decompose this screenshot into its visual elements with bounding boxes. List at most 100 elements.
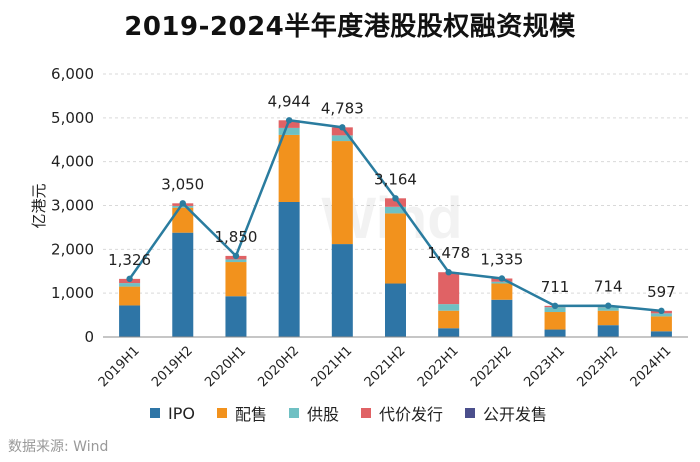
bar-供股-2023H2 (597, 307, 619, 311)
bar-供股-2023H1 (544, 307, 566, 313)
bar-供股-2019H1 (119, 283, 141, 287)
bar-供股-2022H1 (438, 304, 460, 311)
total-label-2023H2: 714 (594, 278, 623, 296)
bar-供股-2020H1 (225, 259, 247, 263)
y-tick-label: 4,000 (51, 153, 94, 171)
bar-IPO-2022H1 (438, 328, 460, 337)
bar-配售-2020H1 (225, 262, 247, 297)
legend-swatch (465, 408, 476, 418)
total-label-2024H1: 597 (647, 283, 676, 301)
x-tick-label: 2022H2 (468, 343, 515, 390)
x-tick-label: 2024H1 (628, 343, 675, 390)
total-label-2020H2: 4,944 (268, 92, 311, 110)
total-point-2020H1 (232, 252, 240, 260)
total-point-2022H2 (498, 275, 506, 282)
legend-item: 供股 (288, 401, 339, 425)
total-point-2024H1 (658, 307, 665, 315)
legend-label: 供股 (306, 405, 339, 424)
y-tick-label: 1,000 (51, 284, 94, 302)
bar-供股-2021H1 (331, 135, 353, 142)
gridlines (103, 73, 688, 294)
bar-供股-2022H2 (491, 281, 513, 284)
y-axis: 0 1,000 2,000 3,000 4,000 5,000 6,000 (51, 65, 94, 346)
x-tick-label: 2023H1 (521, 343, 568, 390)
bar-配售-2024H1 (650, 316, 672, 332)
y-axis-label: 亿港元 (30, 183, 48, 228)
bar-供股-2024H1 (650, 313, 672, 317)
total-point-2022H1 (445, 269, 452, 276)
y-tick-label: 3,000 (51, 197, 94, 215)
bar-供股-2019H2 (172, 205, 194, 208)
bar-IPO-2019H1 (119, 305, 141, 337)
legend-item: IPO (150, 404, 195, 423)
bar-代价发行-2021H2 (385, 198, 406, 207)
total-label-2021H2: 3,164 (374, 170, 417, 188)
total-point-2021H1 (339, 124, 346, 131)
total-point-2023H2 (605, 302, 612, 309)
x-tick-label: 2022H1 (415, 343, 462, 390)
bar-配售-2019H2 (172, 207, 194, 233)
bar-配售-2019H1 (119, 286, 141, 306)
legend-item: 公开发售 (465, 401, 547, 425)
bar-代价发行-2021H1 (331, 127, 353, 136)
bar-IPO-2024H1 (650, 331, 672, 337)
legend-label: 公开发售 (483, 405, 548, 424)
x-tick-label: 2021H1 (309, 343, 356, 390)
x-tick-label: 2021H2 (362, 343, 409, 390)
bar-配售-2021H1 (331, 141, 353, 245)
y-tick-label: 6,000 (51, 65, 94, 83)
bar-配售-2023H1 (544, 312, 566, 330)
total-label-2020H1: 1,850 (214, 228, 257, 246)
x-tick-label: 2019H2 (149, 343, 196, 390)
bar-供股-2020H2 (278, 127, 300, 135)
legend-item: 代价发行 (361, 401, 443, 425)
bar-IPO-2020H2 (278, 201, 300, 337)
bar-配售-2022H1 (438, 310, 460, 329)
bar-代价发行-2020H2 (278, 120, 300, 128)
total-label-2022H1: 1,478 (427, 244, 470, 262)
bar-IPO-2022H2 (491, 299, 513, 337)
x-axis: 2019H1 2019H2 2020H1 2020H2 2021H1 2021H2 2022… (96, 336, 688, 390)
bar-配售-2022H2 (491, 283, 513, 300)
bar-配售-2021H2 (385, 213, 406, 284)
total-label-2022H2: 1,335 (480, 250, 523, 268)
x-tick-label: 2020H2 (255, 343, 302, 390)
bar-配售-2020H2 (278, 134, 300, 202)
bar-IPO-2023H2 (597, 325, 619, 337)
legend-swatch (150, 408, 160, 418)
legend: IPO 配售 供股 代价发行 公开发售 (150, 402, 569, 424)
total-label-2019H2: 3,050 (161, 175, 204, 193)
bar-配售-2023H2 (597, 310, 619, 326)
legend-label: IPO (168, 403, 195, 423)
total-point-2019H1 (126, 275, 133, 283)
legend-item: 配售 (216, 401, 267, 425)
bar-IPO-2023H1 (544, 329, 566, 337)
y-tick-label: 0 (84, 328, 94, 346)
legend-swatch (361, 408, 371, 418)
bar-IPO-2021H2 (385, 283, 406, 337)
total-point-2021H2 (392, 195, 399, 202)
total-labels: 1,326 3,050 1,850 4,944 4,783 3,164 1,478 1,335… (108, 92, 676, 301)
x-tick-label: 2023H2 (575, 343, 622, 390)
y-tick-label: 5,000 (51, 109, 94, 127)
total-label-2019H1: 1,326 (108, 251, 151, 269)
bar-IPO-2020H1 (225, 296, 247, 337)
legend-swatch (216, 408, 227, 418)
x-tick-label: 2019H1 (96, 343, 143, 390)
total-label-2023H1: 711 (541, 278, 570, 296)
bar-供股-2021H2 (385, 206, 406, 214)
bar-IPO-2019H2 (172, 232, 194, 337)
source-note: 数据来源: Wind (8, 439, 109, 455)
bar-代价发行-2022H1 (438, 272, 460, 305)
y-tick-label: 2,000 (51, 240, 94, 258)
x-tick-label: 2020H1 (202, 343, 249, 390)
total-point-2020H2 (285, 117, 293, 124)
total-point-2023H1 (551, 302, 559, 310)
legend-swatch (288, 408, 299, 418)
chart-title: 2019-2024半年度港股股权融资规模 (124, 12, 576, 42)
bar-IPO-2021H1 (331, 244, 353, 337)
total-label-2021H1: 4,783 (321, 99, 364, 117)
legend-label: 代价发行 (379, 405, 444, 424)
total-line (126, 117, 665, 315)
